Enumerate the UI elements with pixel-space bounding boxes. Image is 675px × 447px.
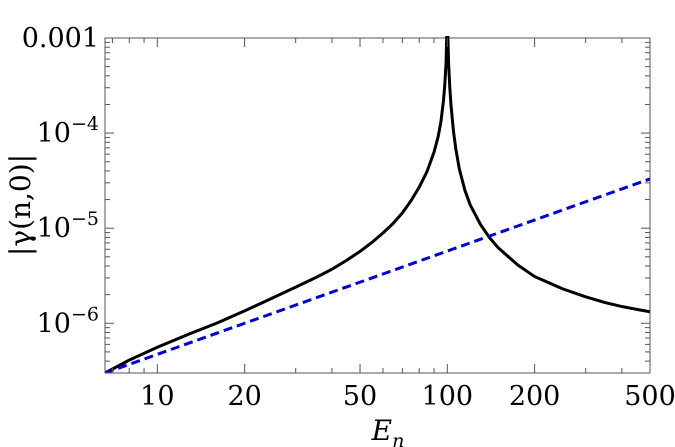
x-tick-label: 200 <box>509 381 561 412</box>
ticks-layer: 10 20 50 100 200 500 10−6 10−5 10−4 0.001 <box>22 23 675 412</box>
x-tick-label: 500 <box>624 381 675 412</box>
plot-area <box>104 37 651 374</box>
x-tick-label: 20 <box>227 381 261 412</box>
plot-frame <box>104 37 651 374</box>
y-tick-label: 10−4 <box>37 113 99 149</box>
y-axis-label: |γ(n,0)| <box>4 154 37 256</box>
series-line-1 <box>105 36 650 373</box>
y-tick-label: 0.001 <box>22 23 99 54</box>
y-tick-label: 10−5 <box>37 208 99 244</box>
series-layer <box>105 36 650 373</box>
x-axis-label: En <box>371 414 405 447</box>
series-line-2 <box>105 177 650 373</box>
x-tick-label: 50 <box>343 381 377 412</box>
x-tick-label: 10 <box>140 381 174 412</box>
y-tick-label: 10−6 <box>37 303 99 339</box>
x-tick-label: 100 <box>422 381 474 412</box>
